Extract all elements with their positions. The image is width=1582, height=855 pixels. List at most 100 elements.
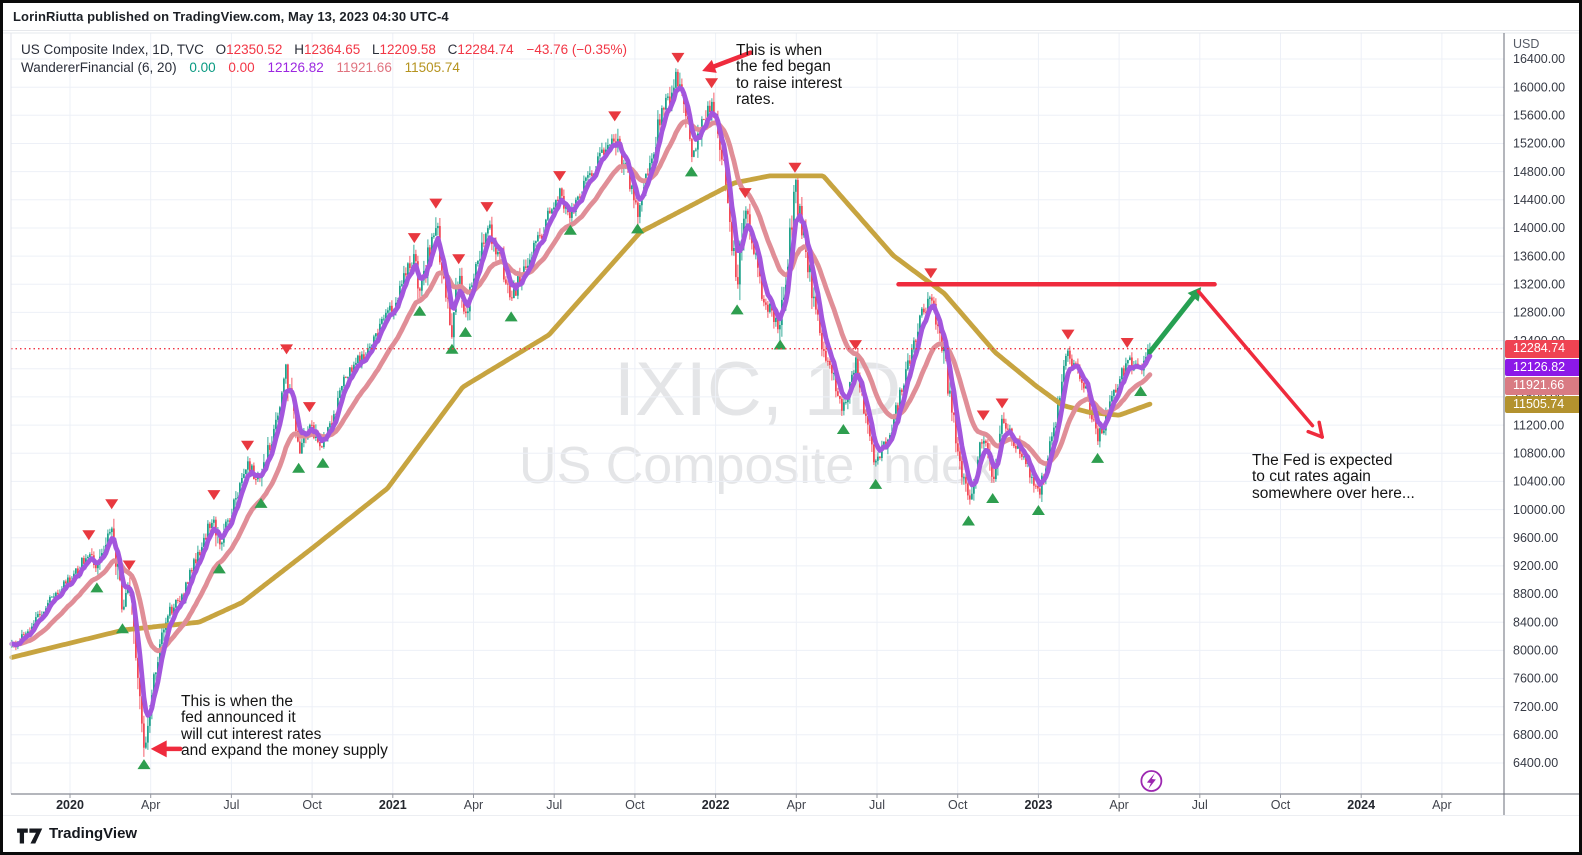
- sell-marker-icon: [302, 402, 316, 413]
- indicator-value-slow-ma: 11505.74: [404, 60, 460, 75]
- sell-marker-icon: [705, 78, 719, 89]
- buy-marker-icon: [115, 623, 129, 634]
- svg-text:2020: 2020: [56, 798, 84, 812]
- green-up-arrow: [1147, 287, 1202, 355]
- sell-marker-icon: [995, 398, 1009, 409]
- indicator-value-mid-ma: 11921.66: [336, 60, 392, 75]
- buy-marker-icon: [869, 478, 883, 489]
- svg-text:2024: 2024: [1347, 798, 1375, 812]
- low-value: 12209.58: [379, 42, 436, 57]
- sell-marker-icon: [976, 410, 990, 421]
- price-badge: 11921.66: [1505, 377, 1579, 395]
- buy-marker-icon: [254, 497, 268, 508]
- buy-marker-icon: [961, 515, 975, 526]
- buy-marker-icon: [563, 224, 577, 235]
- indicator-title: WandererFinancial (6, 20): [21, 60, 177, 75]
- user-drawings: [150, 50, 1324, 758]
- svg-text:2021: 2021: [379, 798, 407, 812]
- legend-indicator[interactable]: WandererFinancial (6, 20) 0.00 0.00 1212…: [21, 59, 627, 77]
- ma-mid-line: [9, 119, 1153, 654]
- sell-marker-icon: [122, 560, 136, 571]
- buy-marker-icon: [504, 311, 518, 322]
- svg-text:Jul: Jul: [546, 798, 562, 812]
- buy-marker-icon: [986, 492, 1000, 503]
- indicator-value-red: 0.00: [228, 60, 255, 75]
- svg-text:12800.00: 12800.00: [1513, 306, 1565, 320]
- svg-text:14000.00: 14000.00: [1513, 221, 1565, 235]
- sell-marker-icon: [105, 499, 119, 510]
- annotation-raise-rates: This is when the fed began to raise inte…: [736, 42, 842, 108]
- sell-marker-icon: [848, 340, 862, 351]
- svg-text:15200.00: 15200.00: [1513, 137, 1565, 151]
- buy-marker-icon: [137, 759, 151, 770]
- svg-text:13600.00: 13600.00: [1513, 249, 1565, 263]
- sell-marker-icon: [207, 490, 221, 501]
- svg-text:2022: 2022: [702, 798, 730, 812]
- buy-marker-icon: [631, 223, 645, 234]
- tradingview-brand-text[interactable]: TradingView: [49, 825, 138, 842]
- svg-text:15600.00: 15600.00: [1513, 109, 1565, 123]
- svg-text:7600.00: 7600.00: [1513, 672, 1558, 686]
- high-value: 12364.65: [303, 42, 361, 57]
- buy-marker-icon: [684, 166, 698, 177]
- sell-marker-icon: [1120, 338, 1134, 349]
- sell-marker-icon: [608, 111, 622, 122]
- sell-marker-icon: [738, 188, 752, 199]
- svg-text:Oct: Oct: [948, 798, 968, 812]
- snapshot-footer: TradingView: [3, 815, 1579, 852]
- svg-text:8000.00: 8000.00: [1513, 644, 1558, 658]
- grid: [11, 33, 1504, 794]
- svg-text:Apr: Apr: [787, 798, 806, 812]
- svg-text:10400.00: 10400.00: [1513, 475, 1565, 489]
- svg-text:2023: 2023: [1024, 798, 1052, 812]
- annotation-cut-rates-2020: This is when the fed announced it will c…: [181, 693, 388, 759]
- buy-marker-icon: [212, 563, 226, 574]
- price-badge: 12284.74: [1505, 340, 1579, 358]
- indicator-value-green: 0.00: [189, 60, 216, 75]
- buy-marker-icon: [1091, 452, 1105, 463]
- sell-marker-icon: [924, 268, 938, 279]
- buy-marker-icon: [413, 305, 427, 316]
- buy-marker-icon: [773, 339, 787, 350]
- legend-main-series[interactable]: US Composite Index, 1D, TVC O12350.52 H1…: [21, 41, 627, 59]
- buy-marker-icon: [90, 582, 104, 593]
- price-axis-currency: USD: [1513, 37, 1539, 51]
- svg-text:14800.00: 14800.00: [1513, 165, 1565, 179]
- moving-average-lines: [9, 85, 1153, 718]
- low-label: L: [372, 42, 380, 57]
- svg-text:7200.00: 7200.00: [1513, 700, 1558, 714]
- change-value: −43.76 (−0.35%): [526, 42, 628, 57]
- buy-marker-icon: [316, 457, 330, 468]
- svg-text:16000.00: 16000.00: [1513, 80, 1565, 94]
- svg-text:10000.00: 10000.00: [1513, 503, 1565, 517]
- signal-markers: [82, 52, 1148, 770]
- sell-marker-icon: [452, 254, 466, 265]
- svg-text:Apr: Apr: [1432, 798, 1451, 812]
- svg-text:9200.00: 9200.00: [1513, 559, 1558, 573]
- red-down-arrow: [1196, 289, 1324, 439]
- svg-text:Jul: Jul: [223, 798, 239, 812]
- ma-fast-line: [9, 85, 1153, 718]
- sell-marker-icon: [429, 198, 443, 209]
- price-chart-canvas[interactable]: USD 6400.00 6800.00 7200.00 7600.00 8000.00 84…: [3, 3, 1582, 855]
- indicator-value-fast-ma: 12126.82: [267, 60, 324, 75]
- close-value: 12284.74: [457, 42, 514, 57]
- svg-text:Oct: Oct: [1271, 798, 1291, 812]
- open-label: O: [215, 42, 227, 57]
- symbol-title: US Composite Index, 1D, TVC: [21, 42, 204, 57]
- svg-text:9600.00: 9600.00: [1513, 531, 1558, 545]
- annotation-expected-cut: The Fed is expected to cut rates again s…: [1252, 452, 1415, 502]
- buy-marker-icon: [836, 424, 850, 434]
- lightning-icon[interactable]: [1140, 770, 1163, 792]
- buy-marker-icon: [458, 326, 472, 337]
- buy-marker-icon: [730, 304, 744, 315]
- svg-text:Apr: Apr: [464, 798, 483, 812]
- ma-slow-line: [9, 173, 1153, 660]
- svg-text:14400.00: 14400.00: [1513, 193, 1565, 207]
- tradingview-logo-icon[interactable]: [16, 825, 46, 847]
- price-badge: 12126.82: [1505, 358, 1579, 376]
- svg-text:11200.00: 11200.00: [1513, 418, 1564, 432]
- svg-text:Apr: Apr: [1109, 798, 1128, 812]
- sell-marker-icon: [280, 344, 294, 355]
- sell-marker-icon: [788, 162, 802, 173]
